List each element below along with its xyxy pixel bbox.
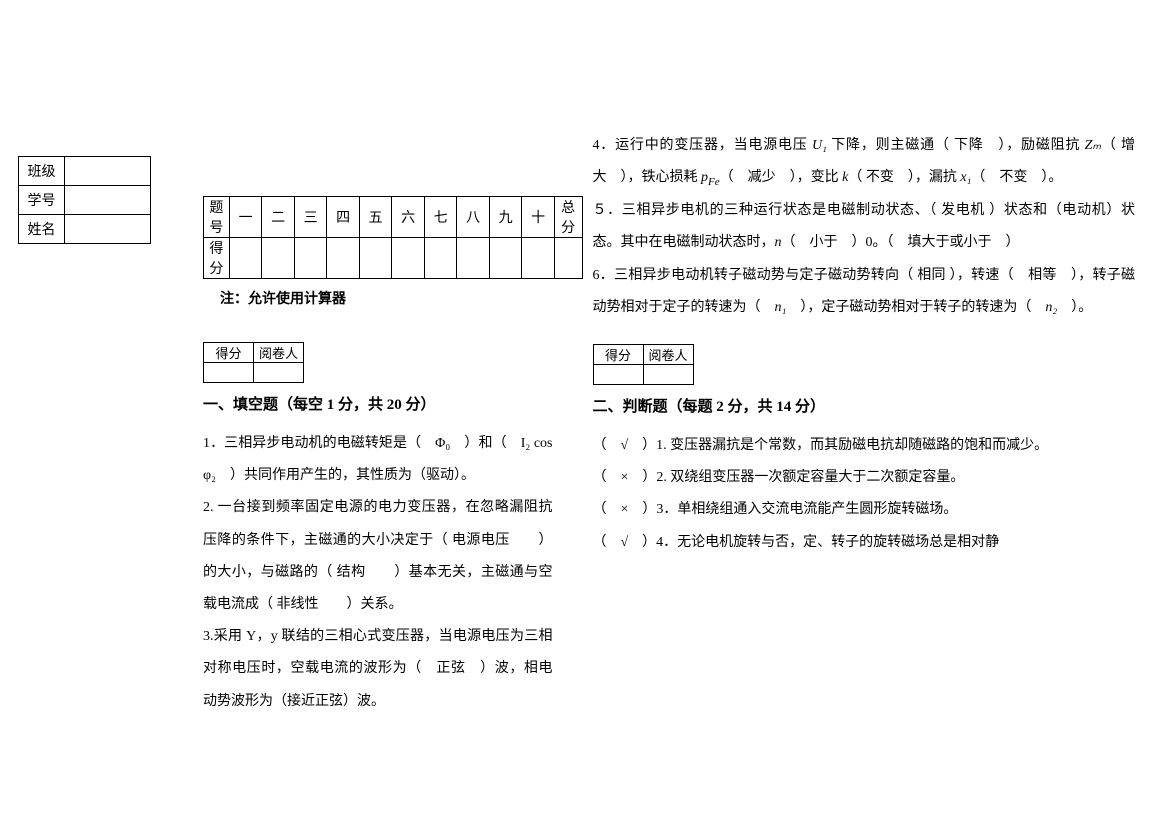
question-3: 3.采用 Y，y 联结的三相心式变压器，当电源电压为三相对称电压时，空载电流的波…	[203, 621, 553, 718]
col-header: 四	[327, 197, 360, 238]
mini-score-header: 得分	[204, 343, 254, 363]
table-row: 得分 阅卷人	[204, 343, 304, 363]
class-label: 班级	[19, 157, 65, 186]
name-label: 姓名	[19, 215, 65, 244]
table-row	[593, 365, 693, 385]
row-header-2: 得分	[204, 238, 230, 279]
table-row: 得分	[204, 238, 583, 279]
table-row: 题号 一 二 三 四 五 六 七 八 九 十 总分	[204, 197, 583, 238]
class-value	[65, 157, 151, 186]
question-1: 1．三相异步电动机的电磁转矩是（ Φ₀ ）和（ I₂ cos φ₂ ）共同作用产…	[203, 428, 553, 492]
judge-1: （ √ ）1. 变压器漏抗是个常数，而其励磁电抗却随磁路的饱和而减少。	[593, 430, 1136, 462]
table-row: 姓名	[19, 215, 151, 244]
right-column: 4．运行中的变压器，当电源电压 U₁ 下降，则主磁通（ 下降 ），励磁阻抗 Zₘ…	[583, 0, 1165, 822]
col-header: 一	[229, 197, 262, 238]
question-5: ５．三相异步电机的三种运行状态是电磁制动状态、（ 发电机 ）状态和（电动机）状态…	[593, 195, 1136, 259]
table-row: 得分 阅卷人	[593, 345, 693, 365]
student-info-table: 班级 学号 姓名	[18, 156, 151, 244]
col-header: 七	[424, 197, 457, 238]
table-row: 班级	[19, 157, 151, 186]
col-header: 六	[392, 197, 425, 238]
judge-4: （ √ ）4．无论电机旋转与否，定、转子的旋转磁场总是相对静	[593, 527, 1136, 559]
total-header: 总分	[554, 197, 582, 238]
mini-marker-header: 阅卷人	[254, 343, 304, 363]
section2-title: 二、判断题（每题 2 分，共 14 分）	[593, 395, 1136, 416]
score-marker-table: 得分 阅卷人	[203, 342, 304, 383]
section1-title: 一、填空题（每空 1 分，共 20 分）	[203, 393, 553, 414]
col-header: 二	[262, 197, 295, 238]
left-column: 班级 学号 姓名 题号 一 二 三 四 五 六 七 八	[0, 0, 583, 822]
table-row: 学号	[19, 186, 151, 215]
col-header: 三	[294, 197, 327, 238]
right-content-area: 4．运行中的变压器，当电源电压 U₁ 下降，则主磁通（ 下降 ），励磁阻抗 Zₘ…	[593, 130, 1136, 559]
judge-2: （ × ）2. 双绕组变压器一次额定容量大于二次额定容量。	[593, 462, 1136, 494]
score-marker-table-2: 得分 阅卷人	[593, 344, 694, 385]
left-content-area: 得分 阅卷人 一、填空题（每空 1 分，共 20 分） 1．三相异步电动机的电磁…	[203, 330, 553, 718]
mini-marker-header: 阅卷人	[643, 345, 693, 365]
mini-score-header: 得分	[593, 345, 643, 365]
table-row	[204, 363, 304, 383]
col-header: 八	[457, 197, 490, 238]
col-header: 九	[489, 197, 522, 238]
name-value	[65, 215, 151, 244]
row-header-1: 题号	[204, 197, 230, 238]
col-header: 十	[522, 197, 555, 238]
judge-3: （ × ）3．单相绕组通入交流电流能产生圆形旋转磁场。	[593, 494, 1136, 526]
id-value	[65, 186, 151, 215]
id-label: 学号	[19, 186, 65, 215]
question-4: 4．运行中的变压器，当电源电压 U₁ 下降，则主磁通（ 下降 ），励磁阻抗 Zₘ…	[593, 130, 1136, 195]
col-header: 五	[359, 197, 392, 238]
question-6: 6．三相异步电动机转子磁动势与定子磁动势转向（ 相同 ），转速（ 相等 ），转子…	[593, 260, 1136, 324]
question-2: 2. 一台接到频率固定电源的电力变压器，在忽略漏阻抗压降的条件下，主磁通的大小决…	[203, 492, 553, 621]
calculator-note: 注：允许使用计算器	[220, 288, 346, 308]
score-table: 题号 一 二 三 四 五 六 七 八 九 十 总分 得分	[203, 196, 583, 279]
